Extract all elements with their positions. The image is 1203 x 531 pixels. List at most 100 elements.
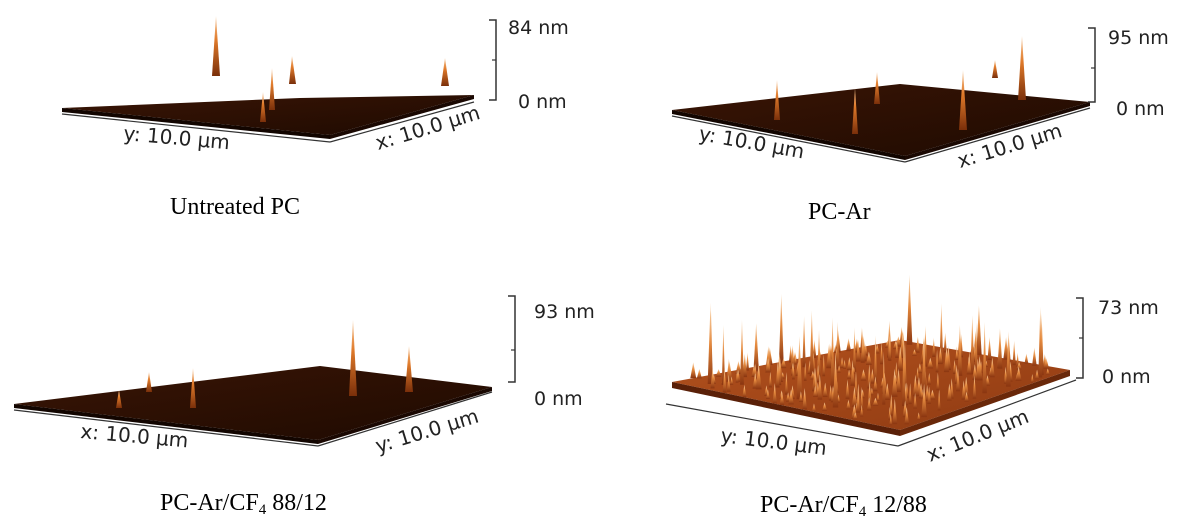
- surface-peak: [943, 346, 950, 373]
- surface-peak: [912, 374, 918, 397]
- scale-min-label: 0 nm: [518, 91, 567, 113]
- surface-peak: [1038, 306, 1043, 378]
- surface-peak: [920, 388, 924, 399]
- surface-peak: [1043, 358, 1050, 369]
- surface-peak: [822, 402, 828, 411]
- surface-peak: [854, 371, 858, 398]
- surface-peak: [710, 368, 715, 389]
- surface-peak: [916, 367, 920, 381]
- surface-peak: [837, 365, 841, 373]
- surface-peak: [742, 353, 748, 378]
- surface-peak: [1032, 347, 1037, 366]
- surface-peak: [753, 323, 759, 372]
- surface-peak: [917, 363, 923, 374]
- caption-tail: 88/12: [266, 490, 327, 516]
- surface-peak: [1016, 352, 1020, 367]
- surface-peak: [785, 392, 791, 402]
- surface-peak: [1016, 361, 1022, 370]
- scale-min-label: 0 nm: [534, 388, 583, 410]
- surface-peak: [742, 384, 747, 398]
- surface-peak: [935, 349, 939, 373]
- surface-peak: [912, 349, 917, 356]
- surface-peak: [937, 347, 943, 365]
- surface-peak: [902, 331, 906, 407]
- surface-peak: [927, 372, 931, 385]
- surface-peak: [908, 383, 912, 405]
- surface-peak: [870, 387, 874, 396]
- surface-peak: [916, 337, 920, 353]
- surface-peak: [726, 358, 732, 382]
- caption-subscript: 4: [258, 502, 267, 518]
- afm-3d-surface: 93 nm 0 nm x: 10.0 µm y: 10.0 µm: [13, 295, 595, 458]
- surface-peak: [906, 274, 913, 345]
- surface-peak: [917, 412, 921, 421]
- surface-peak: [754, 363, 757, 380]
- surface-peak: [826, 343, 833, 369]
- surface-peak: [966, 356, 972, 375]
- surface-peak: [772, 383, 777, 404]
- surface-peak: [976, 356, 983, 381]
- scale-max-label: 93 nm: [534, 301, 595, 323]
- surface-peak: [860, 404, 864, 417]
- afm-3d-surface: 73 nm 0 nm y: 10.0 µm x: 10.0 µm: [665, 274, 1159, 467]
- caption-text: PC-Ar: [808, 199, 871, 225]
- surface-peak: [1024, 353, 1029, 364]
- surface-peak: [845, 379, 850, 399]
- surface-peak: [884, 383, 890, 400]
- surface-peak: [755, 363, 762, 390]
- surface-peak: [897, 346, 904, 371]
- surface-peak: [987, 336, 992, 360]
- surface-peak: [846, 399, 851, 410]
- caption-pc-ar: PC-Ar: [808, 199, 871, 228]
- surface-peak: [817, 374, 823, 400]
- surface-peak: [895, 339, 899, 358]
- surface-peak: [778, 293, 784, 364]
- surface-peak: [894, 361, 898, 381]
- surface-peak: [943, 332, 947, 353]
- surface-peak: [876, 392, 880, 402]
- surface-peak: [989, 357, 995, 378]
- surface-peak: [937, 389, 941, 411]
- surface-peak: [867, 364, 872, 389]
- surface-peak: [856, 391, 861, 413]
- surface-peak: [846, 338, 852, 352]
- surface-peak: [982, 321, 987, 394]
- surface-peak: [892, 398, 898, 425]
- caption-text: PC-Ar/CF: [160, 490, 259, 516]
- surface-peak: [843, 359, 847, 369]
- surface-peak: [860, 337, 865, 363]
- surface-peak: [873, 376, 878, 392]
- surface-peak: [722, 367, 727, 393]
- surface-peak: [865, 351, 872, 365]
- surface-peak: [891, 368, 898, 397]
- surface-peak: [765, 358, 771, 373]
- surface-peak: [832, 352, 839, 408]
- surface-peak: [955, 349, 959, 360]
- caption-untreated: Untreated PC: [170, 194, 300, 223]
- surface-peak: [803, 362, 807, 381]
- surface-peak: [964, 391, 969, 402]
- caption-subscript: 4: [858, 504, 867, 520]
- surface-peak: [852, 327, 857, 372]
- surface-peak: [726, 374, 731, 392]
- surface-peak: [784, 372, 789, 395]
- surface-peak: [851, 386, 858, 407]
- surface-peak: [921, 334, 927, 393]
- surface-peak: [768, 371, 772, 388]
- surface-peak: [822, 354, 826, 377]
- surface-peak: [855, 339, 861, 362]
- surface-peak: [812, 403, 816, 412]
- surface-peak: [974, 322, 978, 374]
- surface-peak: [972, 364, 978, 380]
- surface-peak: [970, 315, 975, 375]
- caption-pc-ar-cf4-12-88: PC-Ar/CF4 12/88: [760, 492, 927, 521]
- surface-peak: [888, 406, 892, 420]
- surface-peak: [997, 328, 1003, 369]
- surface-peak: [927, 386, 931, 404]
- caption-pc-ar-cf4-88-12: PC-Ar/CF4 88/12: [160, 490, 327, 519]
- surface-peak: [870, 368, 875, 384]
- surface-peak: [1005, 331, 1011, 387]
- surface-peak: [929, 389, 936, 400]
- surface-peak: [765, 389, 770, 399]
- surface-peak: [835, 321, 840, 370]
